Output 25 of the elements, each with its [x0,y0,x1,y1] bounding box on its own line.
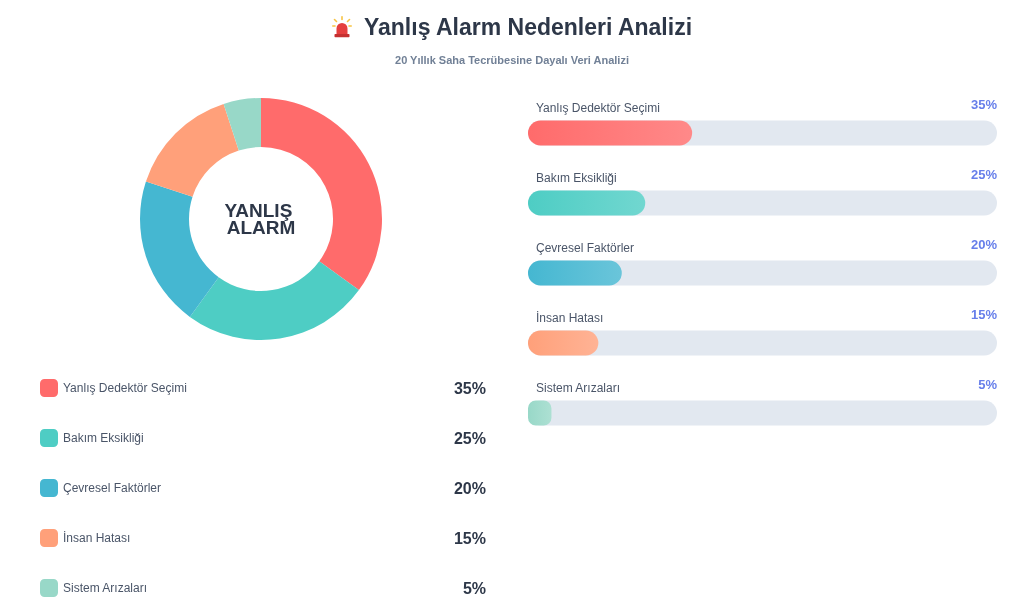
data-label: 5% [462,579,486,597]
data-label: 20% [453,479,486,497]
data-label: 15% [453,529,486,547]
chart-title: Yanlış Alarm Nedenleri Analizi [363,13,693,41]
y-tick-label: Sistem Arızaları [536,381,621,395]
data-label: 15% [970,306,998,322]
bar [528,190,646,216]
y-tick-label: Bakım Eksikliği [536,171,617,185]
legend-label: Bakım Eksikliği [63,431,144,445]
legend-label: Çevresel Faktörler [63,481,162,495]
data-label: 25% [970,166,998,182]
text: YANLIŞ ALARM [224,200,298,238]
text: 20 Yıllık Saha Tecrübesine Dayalı Veri Analizi [395,54,629,66]
bar [528,260,622,286]
data-label: 35% [970,96,998,112]
data-label: 5% [978,376,998,392]
legend-label: Yanlış Dedektör Seçimi [63,381,187,395]
data-label: 25% [453,429,486,447]
y-tick-label: Yanlış Dedektör Seçimi [536,101,660,115]
legend-label: İnsan Hatası [63,531,131,545]
legend-label: Sistem Arızaları [63,581,148,595]
data-label: 20% [970,236,998,252]
y-tick-label: İnsan Hatası [536,311,604,325]
y-tick-label: Çevresel Faktörler [536,241,635,255]
data-label: 35% [453,379,486,397]
